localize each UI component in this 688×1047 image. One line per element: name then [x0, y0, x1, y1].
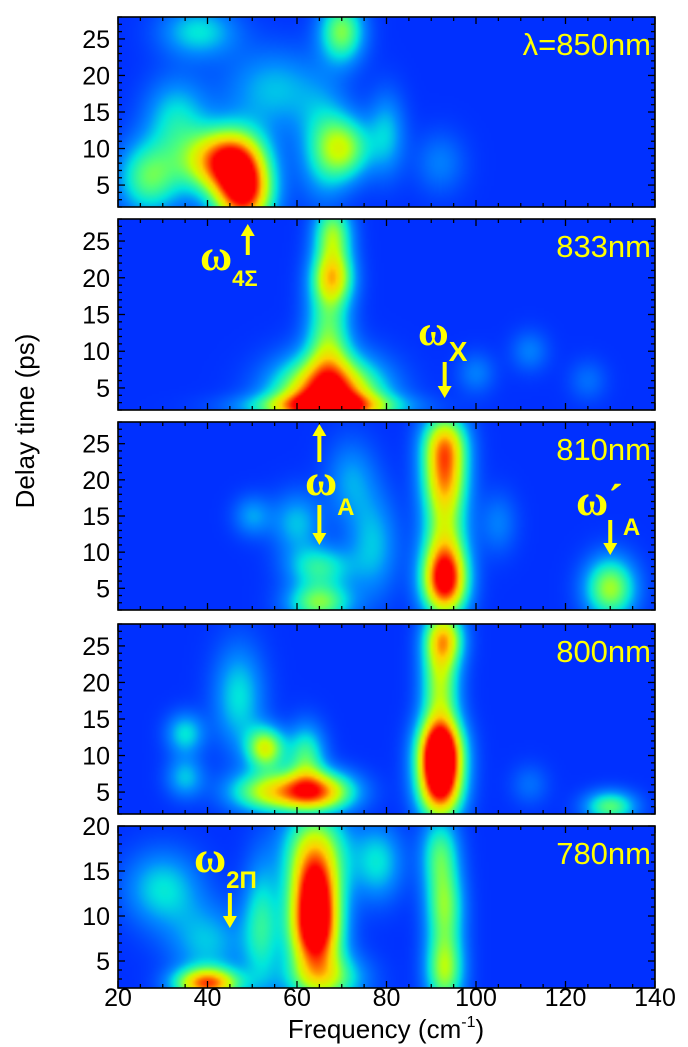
y-tick-label: 10 — [82, 743, 110, 771]
y-tick-label: 20 — [82, 669, 110, 697]
panel-label-2: 810nm — [556, 432, 651, 467]
y-tick-label: 15 — [82, 99, 110, 127]
annotation-arrowhead — [222, 916, 237, 928]
y-tick-label: 5 — [96, 575, 110, 603]
y-tick-label: 5 — [96, 948, 110, 976]
heatmap-panels: 5 10 15 20 25 λ=850nm 5 10 15 20 25 833nm 5 10 15 20 25 8… — [82, 16, 676, 1012]
annotation-arrowhead — [240, 224, 255, 236]
y-tick-label: 10 — [82, 539, 110, 567]
y-tick-label: 25 — [82, 26, 110, 54]
panel-2: 5 10 15 20 25 810nm — [82, 421, 656, 611]
y-tick-label: 10 — [82, 338, 110, 366]
y-tick-label: 5 — [96, 172, 110, 200]
heatmap-image-4 — [118, 826, 655, 988]
y-tick-label: 20 — [82, 62, 110, 90]
annotation-arrowhead — [437, 386, 452, 398]
panel-4: 5 10 15 20 780nm — [82, 813, 656, 989]
heatmap-image-0 — [118, 17, 655, 207]
y-tick-label: 20 — [82, 813, 110, 841]
panel-label-0: λ=850nm — [523, 27, 651, 62]
y-tick-label: 15 — [82, 858, 110, 886]
annotation-label: ω2Π — [194, 833, 257, 894]
x-tick-label: 40 — [194, 984, 222, 1012]
x-tick-label: 20 — [104, 984, 132, 1012]
annotation-label: ω´A — [576, 476, 640, 541]
y-tick-label: 25 — [82, 633, 110, 661]
panel-3: 5 10 15 20 25 800nm — [82, 623, 656, 815]
y-tick-label: 10 — [82, 136, 110, 164]
y-tick-label: 15 — [82, 302, 110, 330]
annotation-label: ω4Σ — [200, 231, 258, 291]
y-axis-title: Delay time (ps) — [10, 334, 40, 509]
x-axis-title-close: ) — [475, 1014, 484, 1044]
y-tick-label: 15 — [82, 706, 110, 734]
y-tick-label: 25 — [82, 431, 110, 459]
heatmap-image-3 — [118, 624, 655, 814]
y-tick-label: 20 — [82, 467, 110, 495]
y-tick-label: 5 — [96, 779, 110, 807]
annotation-label: ωA — [305, 456, 355, 521]
heatmap-image-1 — [118, 219, 655, 410]
panel-1: 5 10 15 20 25 833nm — [82, 218, 656, 411]
panel-label-4: 780nm — [556, 836, 651, 871]
x-axis-title: Frequency (cm-1) — [288, 1014, 484, 1044]
x-tick-label: 60 — [283, 984, 311, 1012]
annotation-label: ωX — [418, 309, 468, 367]
peak-annotations: ω4Σ ωX ωA ω´A ω2Π — [194, 224, 640, 928]
annotation-arrowhead — [603, 543, 618, 555]
heatmap-image-2 — [118, 422, 655, 610]
y-tick-label: 15 — [82, 503, 110, 531]
panel-0: 5 10 15 20 25 λ=850nm — [82, 16, 656, 208]
y-tick-label: 5 — [96, 375, 110, 403]
annotation-arrowhead — [312, 424, 327, 436]
x-tick-label: 100 — [455, 984, 497, 1012]
y-tick-label: 20 — [82, 265, 110, 293]
x-axis-title-main: Frequency (cm — [288, 1014, 461, 1044]
panel-label-1: 833nm — [556, 229, 651, 264]
x-tick-label: 80 — [373, 984, 401, 1012]
x-axis-title-sup: -1 — [461, 1014, 475, 1031]
y-tick-label: 10 — [82, 903, 110, 931]
panel-label-3: 800nm — [556, 634, 651, 669]
y-tick-label: 25 — [82, 228, 110, 256]
x-axis: 20 40 60 80 100 120 140 — [104, 984, 676, 1012]
x-tick-label: 120 — [545, 984, 587, 1012]
annotation-arrowhead — [312, 533, 327, 545]
x-tick-label: 140 — [634, 984, 676, 1012]
axis-labels: Delay time (ps) Frequency (cm-1) — [10, 334, 484, 1044]
